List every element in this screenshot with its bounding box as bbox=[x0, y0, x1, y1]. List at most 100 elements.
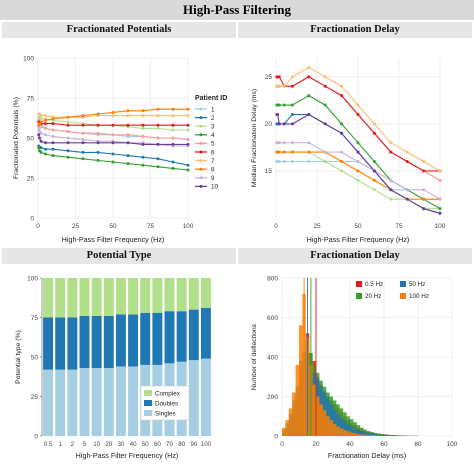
data-point-6 bbox=[307, 75, 311, 79]
histogram-bar-100hz bbox=[356, 434, 361, 436]
bar-segment-doubles bbox=[103, 315, 114, 369]
data-point-5 bbox=[111, 133, 115, 137]
histogram-bar-50hz bbox=[363, 432, 367, 436]
x-tick-label: 0 bbox=[36, 223, 40, 230]
histogram-bar-50hz bbox=[387, 435, 391, 436]
legend-label: 9 bbox=[211, 175, 215, 182]
histogram-bar-100hz bbox=[353, 433, 357, 436]
y-tick-label: 25 bbox=[31, 394, 39, 401]
data-point-5 bbox=[81, 131, 85, 135]
bar-segment-singles bbox=[188, 360, 199, 436]
legend-label: 6 bbox=[211, 149, 215, 156]
data-point-10 bbox=[171, 142, 175, 146]
x-tick-label: 40 bbox=[130, 441, 137, 448]
data-point-6 bbox=[405, 160, 409, 164]
data-point-4 bbox=[66, 155, 70, 159]
legend-label: 7 bbox=[211, 158, 215, 165]
data-point-10 bbox=[290, 122, 294, 126]
x-tick-label: 2 bbox=[71, 441, 75, 448]
y-tick-label: 50 bbox=[31, 354, 39, 361]
data-point-8 bbox=[39, 120, 43, 124]
data-point-8 bbox=[51, 117, 55, 121]
data-point-6 bbox=[422, 169, 426, 173]
data-point-10 bbox=[438, 211, 442, 215]
y-tick-label: 25 bbox=[265, 74, 273, 81]
data-point-10 bbox=[66, 141, 70, 145]
data-point-7 bbox=[405, 150, 409, 154]
data-point-10 bbox=[282, 122, 286, 126]
legend-swatch bbox=[400, 293, 406, 299]
data-point-9 bbox=[81, 138, 85, 142]
data-point-10 bbox=[323, 122, 327, 126]
y-tick-label: 100 bbox=[23, 55, 34, 62]
data-point-10 bbox=[44, 141, 47, 145]
y-tick-label: 100 bbox=[27, 275, 38, 282]
x-tick-label: 0 bbox=[280, 441, 284, 448]
data-point-4 bbox=[438, 207, 442, 211]
legend-swatch bbox=[400, 281, 406, 287]
y-axis-label: Median Fractionation Delay (ms) bbox=[251, 89, 258, 187]
data-point-9 bbox=[290, 141, 294, 145]
data-point-3 bbox=[66, 120, 70, 124]
x-tick-label: 20 bbox=[105, 441, 112, 448]
data-point-6 bbox=[277, 75, 281, 79]
x-tick-label: 80 bbox=[178, 441, 185, 448]
data-point-7 bbox=[340, 84, 344, 88]
data-point-3 bbox=[323, 160, 327, 164]
data-point-10 bbox=[405, 197, 409, 201]
bar-segment-doubles bbox=[176, 311, 187, 362]
histogram-bar-100hz bbox=[373, 435, 378, 436]
y-tick-label: 0 bbox=[274, 433, 278, 440]
data-point-3 bbox=[372, 188, 376, 192]
data-point-6 bbox=[111, 123, 115, 127]
data-point-3 bbox=[156, 126, 160, 130]
panel-potential-type: Potential Type 0 25 50 75 100 0.5 1 2 5 10 20 30 40 5… bbox=[2, 248, 236, 464]
bar-segment-complex bbox=[115, 278, 126, 315]
x-axis-label: High-Pass Filter Frequency (Hz) bbox=[62, 235, 165, 244]
legend-label: 2 bbox=[211, 115, 215, 122]
data-point-7 bbox=[186, 114, 190, 118]
panel-fractionation-delay-lines: Fractionation Delay 0 25 50 75 100 15 20 25 High… bbox=[238, 22, 472, 244]
legend-swatch-point bbox=[199, 167, 203, 171]
histogram-bar-100hz bbox=[282, 428, 286, 436]
legend-label: 5 bbox=[211, 141, 215, 148]
histogram-bar-100hz bbox=[367, 435, 371, 436]
bar-segment-singles bbox=[43, 369, 54, 436]
histogram-bar-100hz bbox=[288, 408, 293, 436]
data-point-8 bbox=[111, 110, 115, 114]
data-point-2 bbox=[186, 163, 190, 167]
data-point-8 bbox=[96, 112, 100, 116]
data-point-8 bbox=[66, 115, 70, 119]
data-point-10 bbox=[356, 150, 360, 154]
bar-segment-doubles bbox=[188, 309, 199, 361]
bar-segment-singles bbox=[67, 369, 78, 436]
data-point-6 bbox=[372, 131, 376, 135]
data-point-10 bbox=[51, 141, 55, 145]
data-point-10 bbox=[307, 112, 311, 116]
histogram-bar-50hz bbox=[360, 431, 364, 436]
x-tick-label: 60 bbox=[380, 441, 388, 448]
legend-swatch-point bbox=[199, 124, 203, 128]
y-tick-label: 20 bbox=[265, 121, 273, 128]
bar-segment-doubles bbox=[91, 315, 102, 369]
data-point-7 bbox=[389, 141, 393, 145]
x-tick-label: 75 bbox=[395, 223, 403, 230]
data-point-4 bbox=[126, 162, 130, 166]
y-tick-label: 15 bbox=[265, 168, 273, 175]
bar-segment-doubles bbox=[55, 317, 66, 370]
data-point-4 bbox=[356, 141, 360, 145]
x-axis-label: High-Pass Filter Frequency (Hz) bbox=[307, 235, 410, 244]
data-point-10 bbox=[277, 122, 281, 126]
data-point-8 bbox=[290, 150, 294, 154]
panel-title: Potential Type bbox=[2, 248, 236, 264]
data-point-8 bbox=[186, 107, 190, 111]
legend-title: Patient ID bbox=[195, 95, 227, 102]
data-point-6 bbox=[340, 94, 344, 98]
data-point-1 bbox=[307, 160, 311, 164]
data-point-6 bbox=[44, 122, 47, 126]
data-point-8 bbox=[422, 197, 426, 201]
data-point-5 bbox=[186, 138, 190, 142]
x-tick-label: 50 bbox=[354, 223, 362, 230]
y-tick-label: 75 bbox=[31, 315, 39, 322]
bar-segment-singles bbox=[79, 368, 90, 436]
